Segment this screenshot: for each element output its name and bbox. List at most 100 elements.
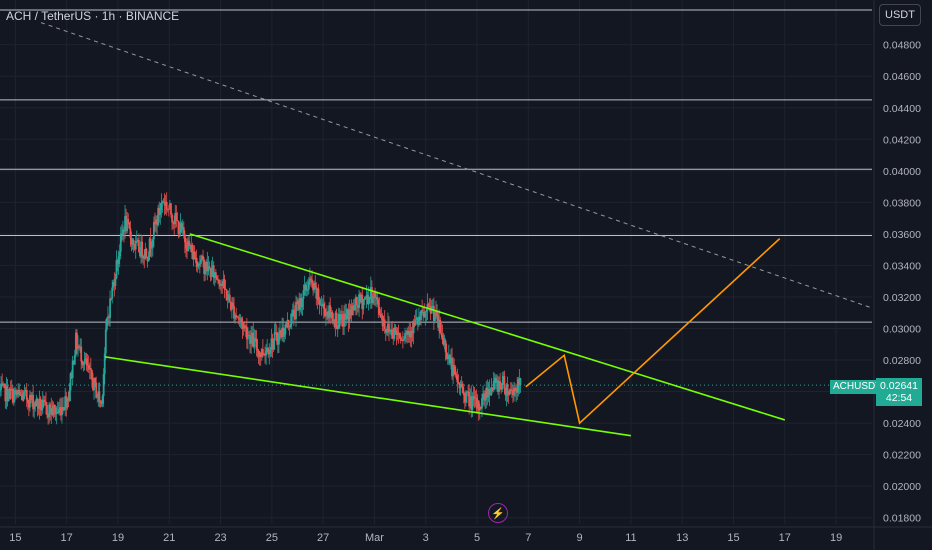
currency-button[interactable]: USDT (879, 4, 921, 26)
candle-body (476, 400, 479, 409)
candle-body (131, 239, 134, 245)
lightning-icon[interactable]: ⚡ (488, 503, 508, 523)
candle-body (216, 276, 218, 280)
candle-body (459, 383, 462, 389)
candle-body (365, 295, 368, 298)
candle-body (289, 323, 292, 327)
candle-body (419, 316, 421, 321)
candle-body (437, 315, 440, 328)
candle-body (465, 392, 467, 403)
candle-body (415, 317, 418, 320)
candle-body (278, 333, 280, 345)
candle-body (206, 262, 209, 272)
candle-body (116, 260, 119, 264)
x-tick-label: 13 (676, 532, 688, 544)
candle-body (223, 279, 226, 289)
candle-body (108, 316, 110, 318)
candle-body (179, 223, 182, 233)
candle-body (376, 297, 379, 300)
candle-body (229, 302, 232, 310)
candle-body (86, 364, 89, 366)
candle-body (132, 239, 135, 246)
candle-body (145, 248, 148, 257)
candle-body (162, 201, 165, 203)
candle-body (113, 282, 116, 287)
candle-body (299, 298, 302, 310)
candle-body (263, 353, 265, 355)
candle-body (196, 265, 199, 268)
candle-body (232, 302, 234, 306)
y-tick-label: 0.03000 (883, 323, 921, 335)
candle-body (440, 333, 443, 336)
candle-body (118, 251, 121, 257)
candle-body (454, 366, 457, 375)
candle-body (313, 282, 316, 291)
candle-body (397, 332, 400, 334)
candle-body (394, 327, 397, 331)
candle-body (362, 299, 365, 310)
candle-body (350, 305, 353, 316)
candle-body (0, 390, 1, 392)
candle-body (189, 244, 192, 250)
candle-body (16, 394, 18, 396)
candle-body (109, 298, 111, 318)
candle-body (501, 382, 504, 390)
candle-body (14, 390, 16, 393)
candle-body (323, 308, 326, 317)
candle-body (457, 382, 460, 384)
candle-body (412, 321, 415, 334)
candle-body (363, 298, 366, 300)
candle-body (280, 330, 282, 338)
candle-body (120, 233, 123, 235)
candle-body (180, 223, 183, 230)
candle-body (133, 245, 136, 250)
candle-body (302, 290, 305, 299)
candle-body (192, 251, 195, 259)
candle-body (414, 319, 417, 326)
candle-body (513, 388, 515, 396)
x-tick-label: Mar (365, 532, 384, 544)
candle-body (107, 316, 109, 319)
candle-body (235, 315, 238, 317)
candle-body (101, 395, 104, 404)
candle-body (201, 255, 203, 260)
candle-body (306, 289, 309, 291)
candle-body (32, 394, 35, 410)
candle-body (372, 299, 374, 303)
candle-body (441, 335, 444, 338)
candle-body (100, 401, 103, 404)
candle-body (249, 335, 251, 344)
candle-body (242, 325, 245, 329)
candle-body (173, 222, 176, 225)
candle-body (175, 212, 178, 221)
candle-body (318, 300, 321, 305)
candle-body (418, 316, 420, 325)
candle-body (512, 389, 514, 396)
candle-body (155, 219, 157, 225)
candle-body (157, 207, 160, 225)
candle-body (331, 312, 334, 323)
candle-body (461, 386, 464, 394)
candle-body (245, 327, 248, 340)
y-tick-label: 0.04200 (883, 134, 921, 146)
candle-body (498, 381, 500, 392)
candle-body (381, 315, 384, 327)
candle-body (468, 391, 471, 407)
candle-body (279, 330, 281, 334)
candle-body (510, 389, 513, 391)
x-tick-label: 17 (779, 532, 791, 544)
candle-body (473, 396, 476, 399)
last-price-badge: 0.02641 42:54 (876, 378, 922, 406)
candle-body (136, 240, 139, 242)
candle-body (314, 282, 317, 288)
candle-body (221, 284, 224, 287)
candle-body (135, 240, 138, 242)
candle-body (330, 312, 333, 318)
candle-body (450, 357, 452, 364)
candle-body (431, 305, 434, 307)
candle-body (254, 338, 257, 340)
y-tick-label: 0.01800 (883, 513, 921, 525)
candle-body (27, 402, 30, 408)
